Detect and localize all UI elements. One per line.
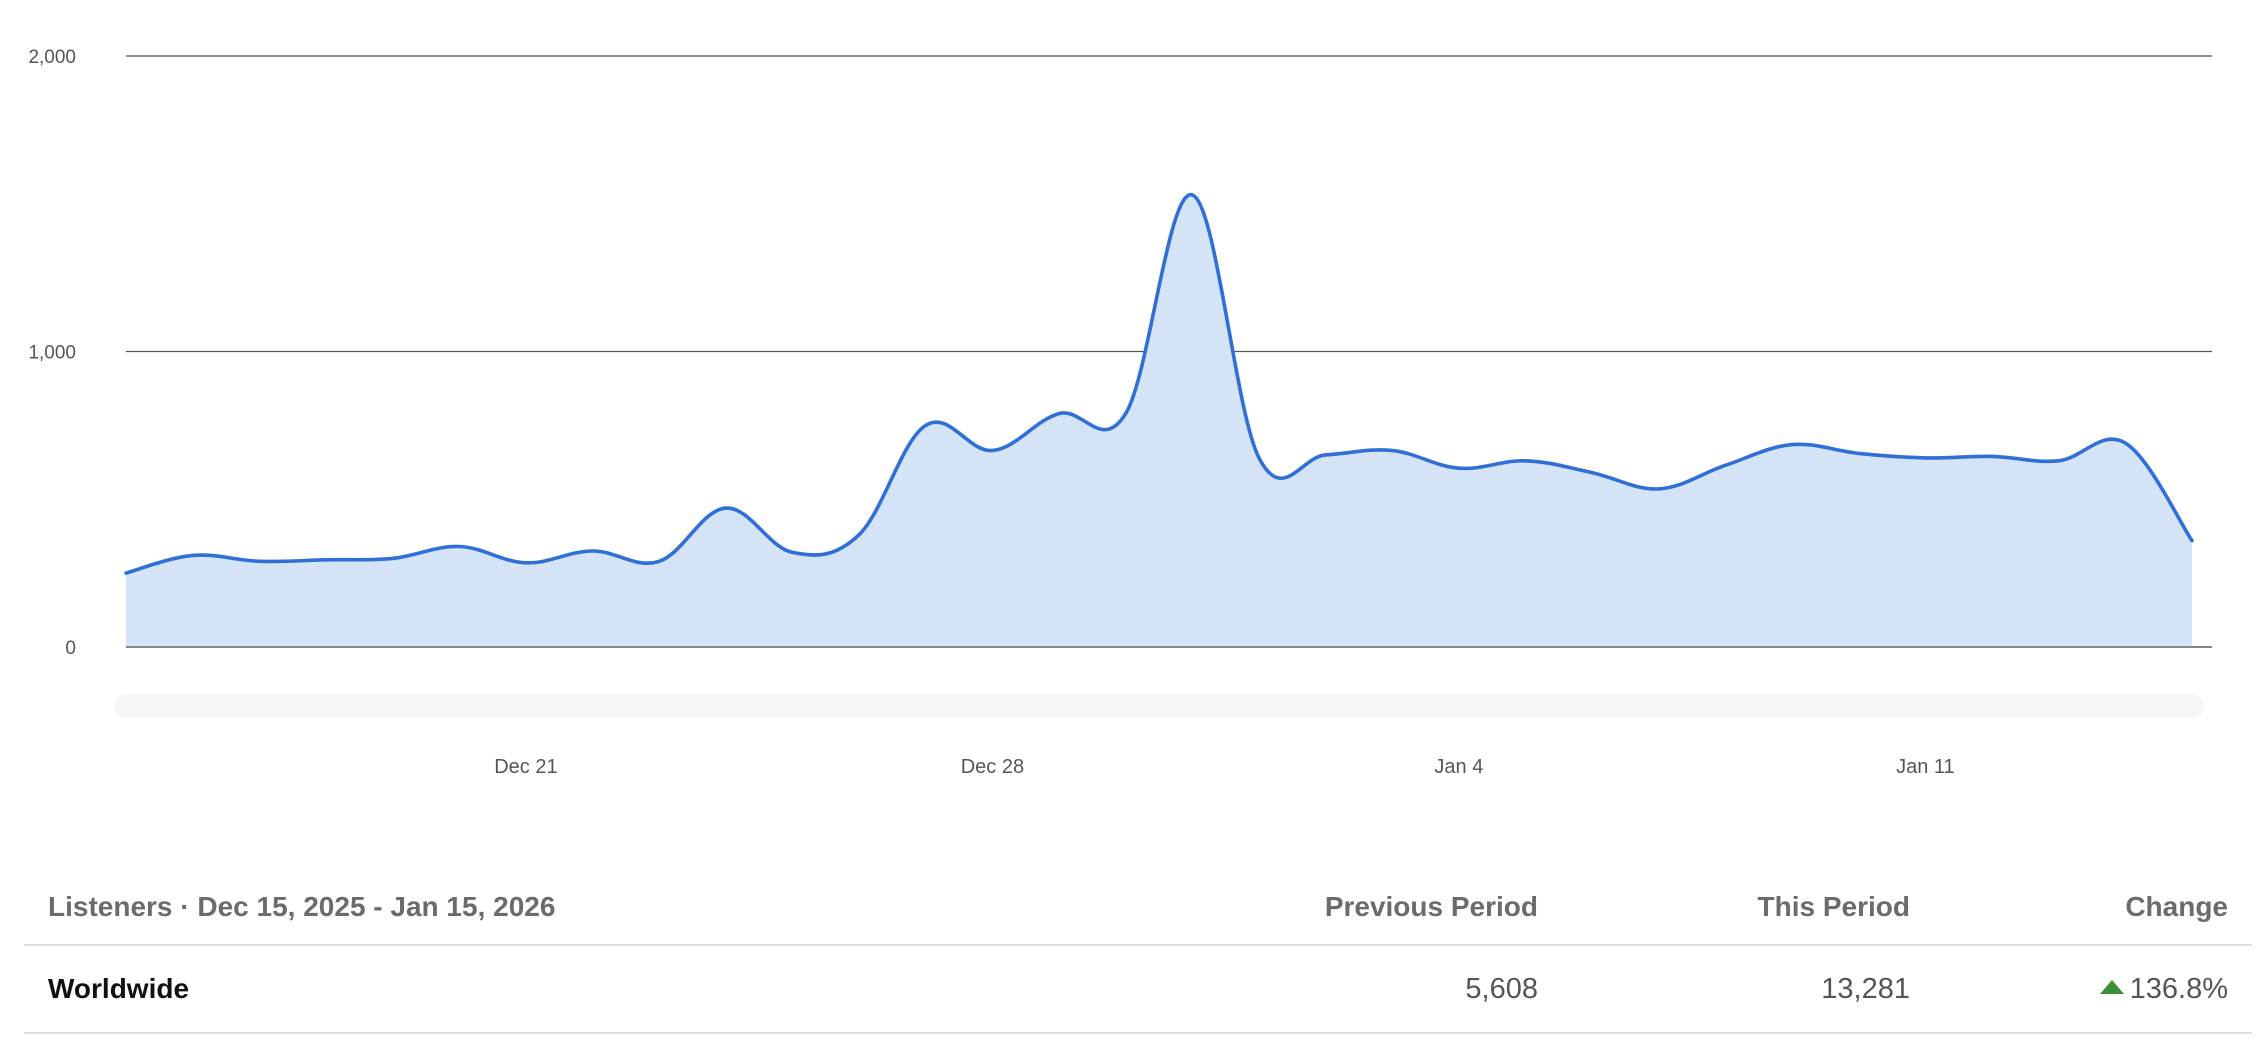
data-point[interactable] — [1651, 481, 1667, 497]
data-point[interactable] — [1184, 187, 1200, 203]
series-layer — [118, 187, 2212, 648]
data-point[interactable] — [251, 553, 267, 569]
previous-period-header: Previous Period — [1324, 891, 1538, 922]
region-label: Worldwide — [48, 973, 190, 1004]
listeners-chart: 2,000 1,000 0 Dec 21 Dec 28 Jan 4 Jan 11 — [28, 47, 2212, 778]
data-point[interactable] — [1917, 450, 1933, 466]
y-tick-label: 2,000 — [28, 47, 76, 68]
data-point[interactable] — [1051, 406, 1067, 422]
data-point[interactable] — [1318, 447, 1334, 463]
data-point[interactable] — [185, 547, 201, 563]
data-point[interactable] — [2117, 435, 2133, 451]
data-point[interactable] — [518, 555, 534, 571]
data-point[interactable] — [651, 553, 667, 569]
data-point[interactable] — [785, 544, 801, 560]
y-tick-label: 0 — [65, 638, 76, 659]
y-tick-label: 1,000 — [28, 343, 76, 364]
data-point[interactable] — [851, 527, 867, 543]
data-point[interactable] — [1584, 465, 1600, 481]
data-point[interactable] — [1118, 406, 1134, 422]
x-tick-label: Dec 21 — [494, 756, 557, 778]
data-point[interactable] — [385, 550, 401, 566]
data-point[interactable] — [1384, 443, 1400, 459]
data-point[interactable] — [1718, 457, 1734, 473]
data-point[interactable] — [451, 539, 467, 555]
x-tick-label: Jan 11 — [1896, 756, 1955, 778]
summary-table: Listeners · Dec 15, 2025 - Jan 15, 2026 … — [24, 870, 2252, 1034]
data-point[interactable] — [2184, 533, 2200, 549]
data-point[interactable] — [1984, 448, 2000, 464]
data-point[interactable] — [318, 552, 334, 568]
data-point[interactable] — [1251, 450, 1267, 466]
table-row: Worldwide 5,608 13,281 136.8% — [24, 946, 2252, 1034]
data-point[interactable] — [2051, 453, 2067, 469]
data-point[interactable] — [585, 543, 601, 559]
summary-header-row: Listeners · Dec 15, 2025 - Jan 15, 2026 … — [24, 870, 2252, 946]
data-point[interactable] — [1451, 460, 1467, 476]
data-point[interactable] — [984, 443, 1000, 459]
change-value-cell: 136.8% — [2099, 946, 2228, 1032]
data-point[interactable] — [1851, 445, 1867, 461]
this-period-header: This Period — [1757, 891, 1910, 922]
data-point[interactable] — [718, 500, 734, 516]
chart-scrollbar-track[interactable] — [114, 694, 2204, 718]
change-value: 136.8% — [2129, 972, 2228, 1005]
trend-up-icon — [2099, 980, 2124, 994]
listeners-area — [126, 194, 2192, 648]
data-point[interactable] — [1518, 453, 1534, 469]
x-tick-label: Jan 4 — [1434, 756, 1483, 778]
data-point[interactable] — [1784, 437, 1800, 453]
change-header: Change — [2125, 891, 2228, 922]
summary-header-label: Listeners · Dec 15, 2025 - Jan 15, 2026 — [48, 891, 556, 922]
listeners-line[interactable] — [124, 193, 2194, 575]
this-period-value: 13,281 — [1821, 972, 1910, 1005]
previous-period-value: 5,608 — [1465, 972, 1538, 1005]
data-point[interactable] — [118, 565, 134, 581]
x-axis: Dec 21 Dec 28 Jan 4 Jan 11 — [494, 756, 1954, 778]
data-point[interactable] — [918, 417, 934, 433]
x-tick-label: Dec 28 — [961, 756, 1024, 778]
